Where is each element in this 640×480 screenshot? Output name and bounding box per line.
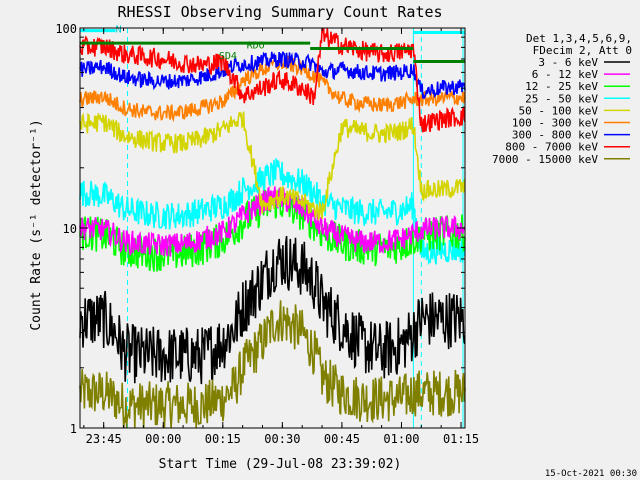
plot-area: N SD4 RDO	[79, 24, 466, 429]
legend-label: 25 - 50 keV	[525, 92, 598, 105]
legend-label: 800 - 7000 keV	[505, 141, 598, 154]
series-line	[79, 300, 466, 429]
series-line	[79, 111, 466, 222]
x-tick-label: 00:15	[205, 432, 241, 446]
x-tick-label: 01:15	[443, 432, 479, 446]
y-tick-label: 1	[70, 422, 77, 436]
legend-header: FDecim 2, Att 0	[533, 44, 632, 57]
legend-label: 100 - 300 keV	[512, 117, 598, 130]
y-axis-label: Count Rate (s⁻¹ detector⁻¹)	[29, 119, 44, 330]
x-tick-label: 23:45	[86, 432, 122, 446]
legend-label: 300 - 800 keV	[512, 129, 598, 142]
annotation-label: N	[116, 24, 122, 35]
legend-label: 7000 - 15000 keV	[492, 153, 598, 166]
y-tick-label: 10	[63, 222, 77, 236]
series-line	[79, 51, 466, 100]
footer-timestamp: 15-Oct-2021 00:30	[545, 469, 637, 479]
annotation-label: SD4	[219, 51, 237, 62]
legend-label: 6 - 12 keV	[532, 68, 599, 81]
y-tick-label: 100	[55, 22, 77, 36]
x-tick-label: 01:00	[383, 432, 419, 446]
legend: Det 1,3,4,5,6,9,FDecim 2, Att 03 - 6 keV…	[492, 32, 632, 166]
legend-label: 3 - 6 keV	[538, 56, 598, 69]
legend-label: 12 - 25 keV	[525, 80, 598, 93]
legend-header: Det 1,3,4,5,6,9,	[526, 32, 632, 45]
x-tick-label: 00:45	[324, 432, 360, 446]
x-tick-label: 00:00	[145, 432, 181, 446]
series-line	[79, 54, 466, 123]
series-line	[79, 157, 466, 266]
annotation-label: RDO	[247, 40, 265, 51]
x-tick-label: 00:30	[264, 432, 300, 446]
legend-label: 50 - 100 keV	[519, 104, 599, 117]
series-line	[79, 236, 466, 385]
axes: 23:45 00:00 00:15 00:30 00:45 01:00 01:15 1 10 10…	[55, 22, 479, 446]
chart-title: RHESSI Observing Summary Count Rates	[117, 3, 442, 21]
x-axis-label: Start Time (29-Jul-08 23:39:02)	[159, 457, 402, 472]
